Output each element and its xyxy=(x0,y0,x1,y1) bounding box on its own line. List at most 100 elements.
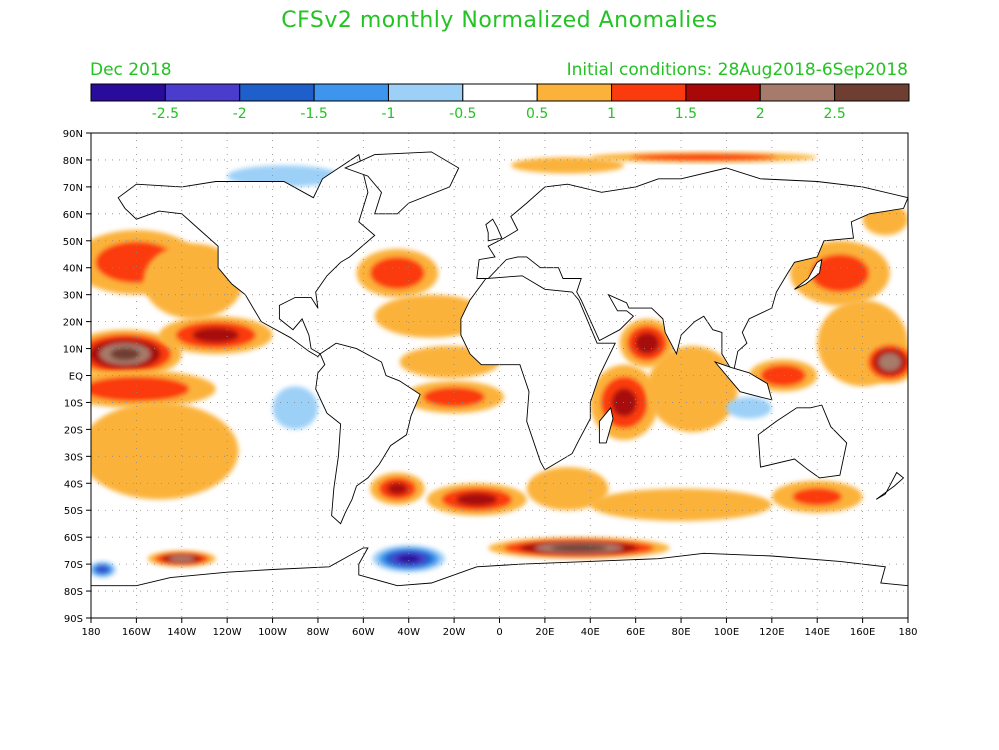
anomaly-level-contour xyxy=(169,555,195,562)
lon-label: 120E xyxy=(759,627,784,638)
anomaly-level-contour xyxy=(374,294,489,338)
lat-label: 50N xyxy=(63,237,83,248)
lon-label: 60E xyxy=(626,627,645,638)
anomaly-region-south-pacific xyxy=(91,402,239,500)
anomaly-level-contour xyxy=(760,364,806,387)
lat-label: 60N xyxy=(63,210,83,221)
lon-label: 100E xyxy=(714,627,739,638)
legend-tick-label: -1 xyxy=(381,106,395,122)
legend-tick-label: 1 xyxy=(607,106,616,122)
landmass-antarctica xyxy=(91,547,908,618)
landmass-new-zealand xyxy=(875,471,905,500)
lon-label: 140E xyxy=(805,627,830,638)
legend-swatch xyxy=(834,83,910,102)
lon-label: 140W xyxy=(167,627,196,638)
anomaly-level-contour xyxy=(611,388,638,417)
landmass-madagascar xyxy=(598,406,614,444)
lat-label: 20S xyxy=(64,425,83,436)
lat-label: 40N xyxy=(63,264,83,275)
lat-label: 60S xyxy=(64,533,83,544)
anomaly-level-contour xyxy=(726,397,772,419)
anomaly-region-north-atlantic xyxy=(356,248,439,298)
landmass-indonesia xyxy=(713,361,773,401)
anomaly-level-contour xyxy=(397,554,420,563)
anomaly-region-south-atlantic xyxy=(404,380,505,414)
landmass-eurasia xyxy=(476,167,908,375)
lat-label: 30N xyxy=(63,291,83,302)
lat-label: 40S xyxy=(64,479,83,490)
anomaly-region-tropical-central-pacific xyxy=(91,329,182,379)
anomaly-level-contour xyxy=(634,332,660,354)
legend-tick-label: -2.5 xyxy=(152,106,179,122)
lon-label: 160E xyxy=(850,627,875,638)
lat-label: 10N xyxy=(63,345,83,356)
anomaly-level-contour xyxy=(91,376,190,402)
anomaly-region-date-line-tropics xyxy=(862,340,908,384)
anomaly-region-weddell-sea xyxy=(372,545,446,573)
lon-label: 80W xyxy=(307,627,330,638)
initial-conditions: Initial conditions: 28Aug2018-6Sep2018 xyxy=(566,60,908,80)
anomaly-region-ross-amundsen xyxy=(147,550,216,567)
lat-label: 70N xyxy=(63,183,83,194)
map-axes: 90N 80N 70N 60N 50N 40N 30N 20N 10N EQ 10S 20S 30S 40… xyxy=(63,129,918,638)
lon-label: 40W xyxy=(397,627,420,638)
lon-label: 20E xyxy=(535,627,554,638)
anomaly-region-tropical-east-pacific xyxy=(159,316,273,354)
anomaly-region-east-pacific-south xyxy=(272,386,318,430)
lon-label: 40E xyxy=(581,627,600,638)
lat-label: 80N xyxy=(63,156,83,167)
anomaly-region-subtropical-atlantic xyxy=(374,294,489,338)
anomaly-level-contour xyxy=(192,327,240,343)
landmass-africa xyxy=(460,275,616,471)
anomaly-region-weddell-indian-sector xyxy=(488,537,670,559)
anomaly-region-siberian-arctic xyxy=(590,151,818,163)
anomaly-level-contour xyxy=(810,254,870,292)
anomaly-level-contour xyxy=(647,345,738,433)
lat-label: 50S xyxy=(64,506,83,517)
legend-tick-label: -0.5 xyxy=(449,106,476,122)
anomaly-level-contour xyxy=(630,153,777,161)
anomaly-level-contour xyxy=(550,544,608,552)
coastlines xyxy=(91,151,908,618)
legend-tick-label: 1.5 xyxy=(675,106,697,122)
anomaly-region-south-of-africa xyxy=(526,467,609,511)
anomaly-region-amundsen-west xyxy=(91,561,116,578)
legend-tick-label: 0.5 xyxy=(526,106,548,122)
landmass-japan xyxy=(794,258,823,290)
anomaly-level-contour xyxy=(792,487,842,506)
lon-label: 0 xyxy=(496,627,502,638)
landmass-north-america xyxy=(117,153,376,358)
anomaly-level-contour xyxy=(110,347,140,361)
legend-tick-label: -2 xyxy=(233,106,247,122)
lat-label: 20N xyxy=(63,318,83,329)
legend-tick-label: 2.5 xyxy=(824,106,846,122)
landmass-uk xyxy=(485,218,503,242)
lon-label: 100W xyxy=(258,627,287,638)
anomaly-level-contour xyxy=(98,567,107,572)
anomaly-level-contour xyxy=(510,157,625,174)
legend-tick-label: -1.5 xyxy=(300,106,327,122)
anomaly-level-contour xyxy=(370,256,425,290)
landmass-australia xyxy=(757,404,848,479)
legend-tick-label: 2 xyxy=(756,106,765,122)
anomaly-region-indian-south xyxy=(726,397,772,419)
anomaly-level-contour xyxy=(272,386,318,430)
forecast-month: Dec 2018 xyxy=(90,60,172,80)
lat-label: 80S xyxy=(64,587,83,598)
anomaly-region-equatorial-pacific xyxy=(91,370,216,408)
lat-label: 90S xyxy=(64,614,83,625)
lon-label: 160W xyxy=(122,627,151,638)
anomaly-region-south-atlantic-40s xyxy=(370,472,425,505)
lon-label: 180 xyxy=(81,627,100,638)
anomaly-region-southern-ocean-east xyxy=(771,480,863,513)
anomaly-region-south-atlantic-45s xyxy=(426,483,527,516)
anomaly-level-contour xyxy=(423,387,485,408)
anomaly-region-arabian-sea xyxy=(619,318,675,368)
anomaly-level-contour xyxy=(91,402,239,500)
anomaly-level-contour xyxy=(456,492,498,507)
anomaly-level-contour xyxy=(878,353,901,371)
anomaly-level-contour xyxy=(387,482,408,495)
anomaly-region-east-indian-ocean xyxy=(647,345,738,433)
map-field xyxy=(91,151,908,618)
